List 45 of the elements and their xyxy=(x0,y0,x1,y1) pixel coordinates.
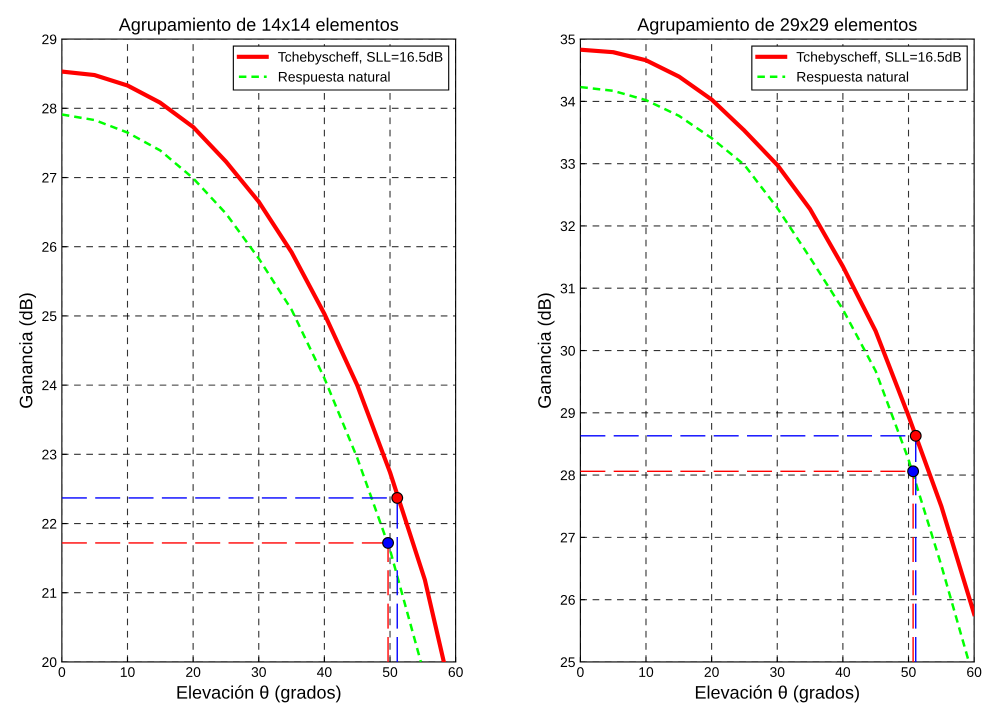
y-tick-label: 28 xyxy=(560,470,575,480)
x-axis-title: Elevación θ (grados) xyxy=(177,685,340,702)
y-tick-label: 30 xyxy=(560,346,575,356)
y-tick-label: 35 xyxy=(560,34,575,44)
x-tick-label: 60 xyxy=(967,667,982,678)
y-tick-label: 29 xyxy=(560,408,575,418)
legend-label: Tchebyscheff, SLL=16.5dB xyxy=(796,52,961,65)
y-tick-label: 34 xyxy=(560,96,576,107)
chart-title: Agrupamiento de 29x29 elementos xyxy=(637,18,917,35)
y-tick-label: 22 xyxy=(42,518,56,529)
x-tick-label: 40 xyxy=(316,667,332,678)
x-tick-label: 20 xyxy=(704,667,719,678)
legend-label: Respuesta natural xyxy=(278,71,390,84)
y-tick-label: 28 xyxy=(42,104,56,114)
x-axis-title: Elevación θ (grados) xyxy=(696,685,859,702)
y-tick-label: 20 xyxy=(42,657,56,668)
y-tick-label: 26 xyxy=(560,594,575,605)
x-tick-label: 30 xyxy=(770,667,784,678)
y-tick-label: 23 xyxy=(42,450,56,460)
y-tick-label: 24 xyxy=(42,380,57,390)
x-tick-label: 50 xyxy=(382,667,398,678)
y-tick-label: 27 xyxy=(42,172,56,183)
legend-label: Respuesta natural xyxy=(797,71,908,84)
y-axis-title: Ganancia (dB) xyxy=(538,293,554,408)
x-tick-label: 50 xyxy=(901,667,916,678)
y-axis-title: Ganancia (dB) xyxy=(19,293,36,408)
x-tick-label: 10 xyxy=(120,667,135,678)
y-tick-label: 26 xyxy=(42,242,56,252)
y-tick-label: 21 xyxy=(42,588,56,598)
x-tick-label: 30 xyxy=(252,667,266,678)
x-tick-label: 0 xyxy=(58,667,66,678)
x-tick-label: 0 xyxy=(577,667,584,678)
y-tick-label: 25 xyxy=(42,311,56,322)
x-tick-label: 40 xyxy=(835,667,850,678)
x-tick-label: 60 xyxy=(448,667,463,678)
x-tick-label: 10 xyxy=(639,667,654,678)
y-tick-label: 33 xyxy=(560,159,575,169)
y-tick-label: 27 xyxy=(560,532,575,542)
x-tick-label: 20 xyxy=(186,667,200,678)
y-tick-label: 29 xyxy=(42,34,56,44)
y-tick-label: 31 xyxy=(560,284,575,294)
y-tick-label: 25 xyxy=(560,657,575,668)
y-tick-label: 32 xyxy=(560,221,575,232)
legend-label: Tchebyscheff, SLL=16.5dB xyxy=(278,52,442,65)
chart-title: Agrupamiento de 14x14 elementos xyxy=(118,18,398,35)
